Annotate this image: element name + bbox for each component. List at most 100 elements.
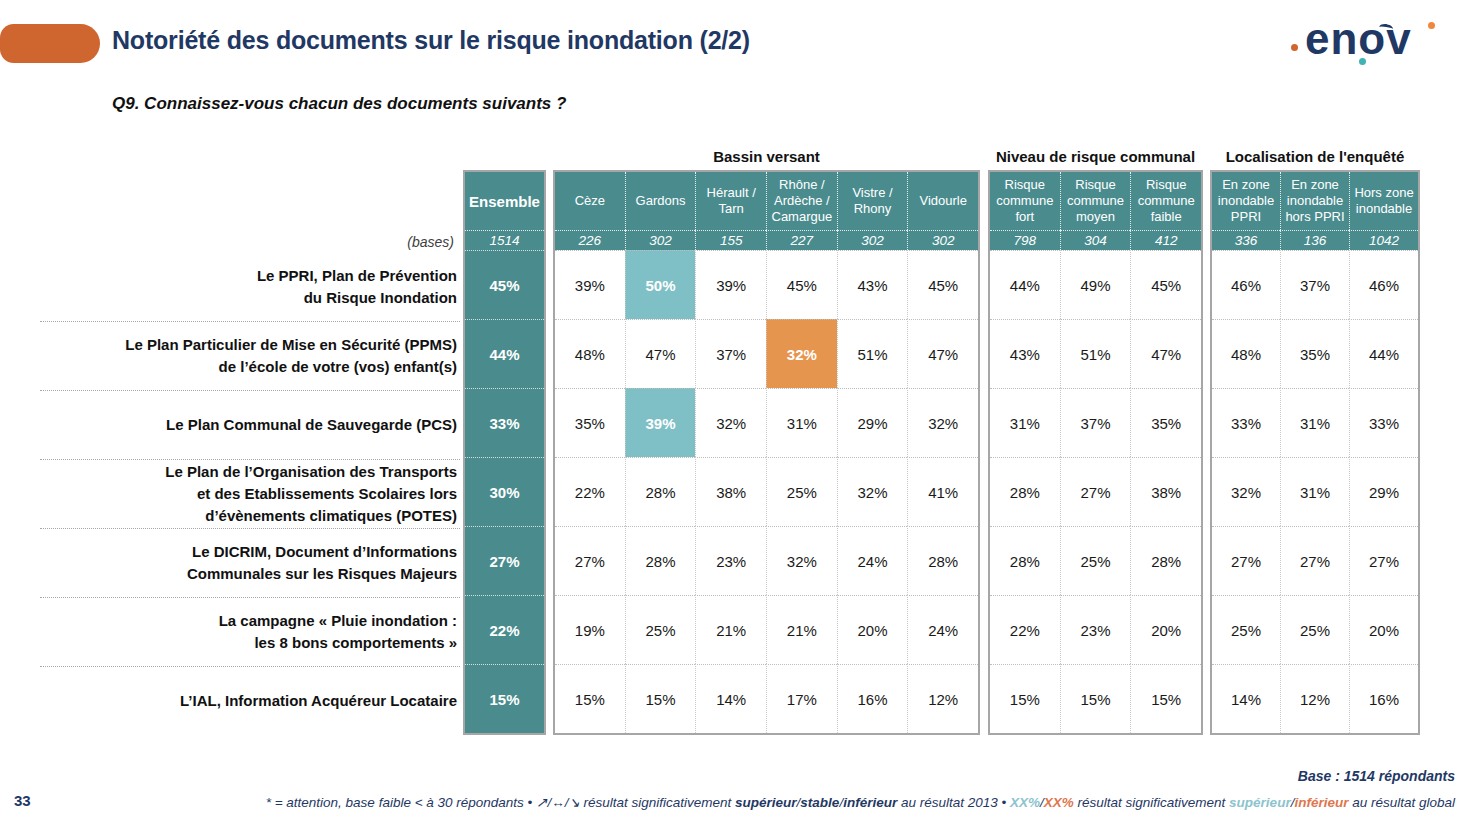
- section-bassin-versant: Cèze Gardons Hérault / Tarn Rhône / Ardè…: [553, 170, 980, 735]
- data-cell: 48%: [1212, 319, 1280, 388]
- page-title: Notoriété des documents sur le risque in…: [112, 26, 750, 55]
- data-cell: 22%: [990, 595, 1060, 664]
- data-cell: 32%: [907, 388, 978, 457]
- data-cell: 20%: [837, 595, 908, 664]
- data-cell: 15%: [465, 664, 544, 733]
- data-cell: 23%: [695, 526, 766, 595]
- data-cell: 37%: [1060, 388, 1131, 457]
- column-header: En zone inondable hors PPRI: [1280, 172, 1349, 230]
- legend-text: au résultat global: [1348, 795, 1455, 810]
- data-cell: 12%: [1280, 664, 1349, 733]
- base-cell: 136: [1280, 230, 1349, 250]
- data-cell: 46%: [1212, 250, 1280, 319]
- base-note: Base : 1514 répondants: [1298, 768, 1455, 784]
- base-cell: 155: [695, 230, 766, 250]
- legend-text: résultat significativement: [583, 795, 735, 810]
- question-text: Q9. Connaissez-vous chacun des documents…: [112, 94, 566, 114]
- data-cell: 27%: [465, 526, 544, 595]
- data-cell: 38%: [1130, 457, 1201, 526]
- column-header: Vistre / Rhony: [837, 172, 908, 230]
- data-cell: 48%: [555, 319, 625, 388]
- data-cell: 32%: [837, 457, 908, 526]
- data-cell: 32%: [1212, 457, 1280, 526]
- data-cell: 15%: [1060, 664, 1131, 733]
- data-cell: 21%: [766, 595, 837, 664]
- base-cell: 227: [766, 230, 837, 250]
- data-cell: 41%: [907, 457, 978, 526]
- data-cell: 15%: [990, 664, 1060, 733]
- data-cell: 14%: [695, 664, 766, 733]
- data-cell: 44%: [1349, 319, 1418, 388]
- data-cell: 28%: [990, 526, 1060, 595]
- data-cell: 21%: [695, 595, 766, 664]
- legend-text: supérieur: [735, 795, 797, 810]
- data-cell-highlight-superieur: 39%: [625, 388, 696, 457]
- section-localisation: En zone inondable PPRI En zone inondable…: [1210, 170, 1420, 735]
- data-cell: 15%: [625, 664, 696, 733]
- data-cell: 25%: [1060, 526, 1131, 595]
- legend-xx-inferieur: XX%: [1044, 795, 1074, 810]
- column-header: En zone inondable PPRI: [1212, 172, 1280, 230]
- data-cell: 35%: [1280, 319, 1349, 388]
- data-cell: 24%: [837, 526, 908, 595]
- logo-dot-icon: [1291, 44, 1298, 51]
- legend-text: stable: [800, 795, 839, 810]
- group-title-localisation: Localisation de l'enquêté: [1210, 148, 1420, 168]
- data-cell: 27%: [1060, 457, 1131, 526]
- data-cell: 30%: [465, 457, 544, 526]
- footnote-legend: * = attention, base faible < à 30 répond…: [266, 794, 1455, 810]
- row-label: Le Plan Communal de Sauvegarde (PCS): [40, 390, 460, 459]
- data-cell: 47%: [1130, 319, 1201, 388]
- data-cell: 25%: [766, 457, 837, 526]
- base-cell: 412: [1130, 230, 1201, 250]
- data-cell: 35%: [555, 388, 625, 457]
- data-cell: 25%: [625, 595, 696, 664]
- group-title-risque: Niveau de risque communal: [988, 148, 1203, 168]
- base-cell: 798: [990, 230, 1060, 250]
- column-header: Cèze: [555, 172, 625, 230]
- data-cell: 28%: [1130, 526, 1201, 595]
- data-cell: 37%: [695, 319, 766, 388]
- data-cell: 27%: [1212, 526, 1280, 595]
- bases-label: (bases): [407, 234, 454, 250]
- legend-text: * = attention, base faible < à 30 répond…: [266, 795, 536, 810]
- data-cell: 23%: [1060, 595, 1131, 664]
- base-cell: 1514: [465, 230, 544, 250]
- legend-xx-superieur: XX%: [1010, 795, 1040, 810]
- enov-logo: enov: [1283, 10, 1443, 74]
- page-number: 33: [14, 792, 31, 809]
- data-cell: 45%: [465, 250, 544, 319]
- data-cell: 25%: [1280, 595, 1349, 664]
- data-cell: 44%: [465, 319, 544, 388]
- data-cell: 28%: [625, 457, 696, 526]
- data-cell: 45%: [907, 250, 978, 319]
- data-cell: 32%: [766, 526, 837, 595]
- data-cell: 29%: [1349, 457, 1418, 526]
- data-cell: 47%: [907, 319, 978, 388]
- logo-dot-icon: [1428, 22, 1435, 29]
- section-niveau-risque: Risque commune fort Risque commune moyen…: [988, 170, 1203, 735]
- data-cell: 44%: [990, 250, 1060, 319]
- column-header: Vidourle: [907, 172, 978, 230]
- data-cell: 45%: [1130, 250, 1201, 319]
- data-cell: 28%: [907, 526, 978, 595]
- group-title-bassin: Bassin versant: [553, 148, 980, 168]
- legend-inferieur: inférieur: [1294, 795, 1348, 810]
- base-cell: 302: [907, 230, 978, 250]
- data-cell: 15%: [555, 664, 625, 733]
- slide: Notoriété des documents sur le risque in…: [0, 0, 1461, 822]
- column-header: Hérault / Tarn: [695, 172, 766, 230]
- column-header: Risque commune moyen: [1060, 172, 1131, 230]
- column-header: Risque commune fort: [990, 172, 1060, 230]
- data-cell: 27%: [1280, 526, 1349, 595]
- data-cell: 20%: [1130, 595, 1201, 664]
- column-header: Hors zone inondable: [1349, 172, 1418, 230]
- data-cell: 33%: [1349, 388, 1418, 457]
- data-cell: 16%: [837, 664, 908, 733]
- column-header: Gardons: [625, 172, 696, 230]
- data-cell: 19%: [555, 595, 625, 664]
- base-cell: 226: [555, 230, 625, 250]
- data-cell: 15%: [1130, 664, 1201, 733]
- data-cell: 28%: [625, 526, 696, 595]
- data-cell: 35%: [1130, 388, 1201, 457]
